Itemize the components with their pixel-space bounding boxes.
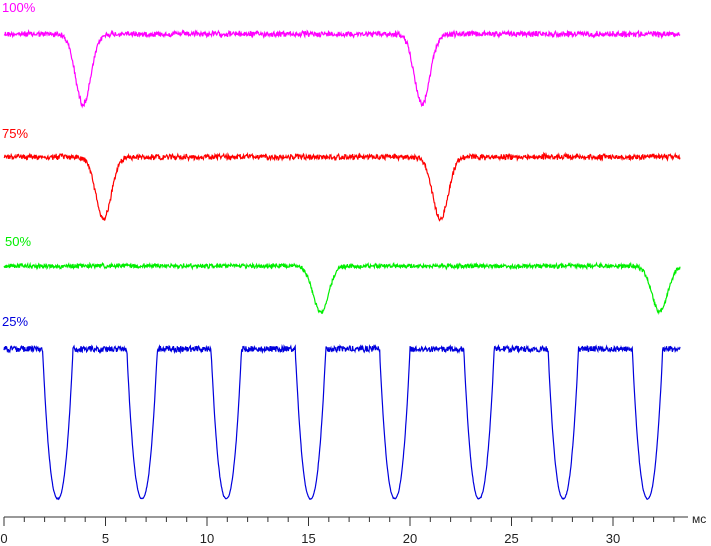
series-line <box>3 343 681 501</box>
x-tick-label: 10 <box>200 531 214 546</box>
series-line <box>3 29 681 109</box>
traces <box>3 29 681 501</box>
series-label: 75% <box>2 126 28 141</box>
x-tick-label: 0 <box>0 531 7 546</box>
x-axis-unit: мс <box>692 512 706 526</box>
series-label: 100% <box>2 0 36 15</box>
x-tick-label: 20 <box>403 531 417 546</box>
x-ticks: 0 5 10 15 20 25 30 <box>0 517 675 546</box>
series-label: 50% <box>5 234 31 249</box>
series-line <box>3 151 681 222</box>
x-tick-label: 15 <box>301 531 315 546</box>
x-axis: 0 5 10 15 20 25 30 мс <box>0 512 706 546</box>
series-labels: 100% 75% 50% 25% <box>2 0 36 329</box>
x-tick-label: 5 <box>102 531 109 546</box>
series-label: 25% <box>2 314 28 329</box>
x-tick-label: 25 <box>504 531 518 546</box>
series-line <box>3 261 681 315</box>
x-tick-label: 30 <box>606 531 620 546</box>
